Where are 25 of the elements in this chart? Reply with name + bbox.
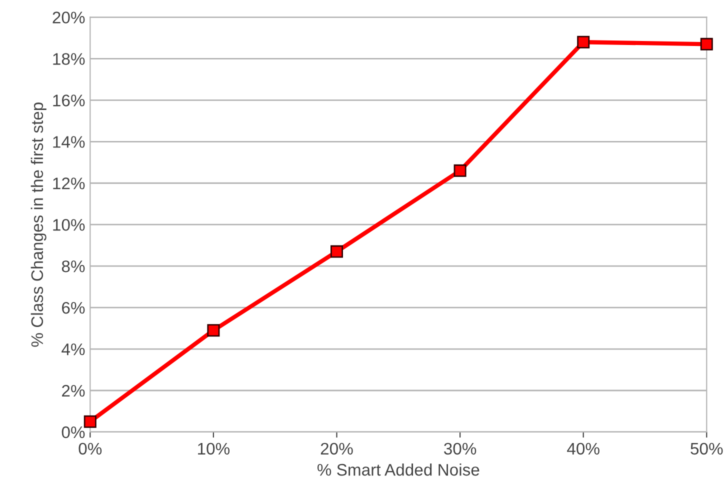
y-tick-label: 6% [62,302,85,314]
y-tick-label: 14% [53,136,85,148]
y-tick-label: 2% [62,384,85,397]
x-tick-label: 0% [78,442,102,455]
y-tick-label: 0% [62,426,85,438]
point [577,36,590,48]
y-tick-label: 16% [53,94,85,106]
y-tick-label: 12% [53,178,85,190]
x-tick-label: 10% [198,442,230,455]
point [207,324,220,337]
y-tick-label: 4% [62,344,85,356]
y-tick-label: 8% [62,260,85,272]
point [454,164,466,177]
x-tick-label: 20% [320,442,353,455]
x-axis-title: % Smart Added Noise [317,463,480,476]
y-axis-title: % Class Changes in the first step [30,102,46,347]
y-tick-label: 10% [53,219,85,231]
point [700,38,713,50]
point [330,245,343,258]
x-tick-label: 30% [444,442,476,455]
x-tick-label: 50% [690,442,723,455]
point [84,415,96,428]
x-tick-label: 40% [567,442,600,455]
y-tick-label: 18% [53,53,85,65]
y-tick-label: 20% [52,12,85,24]
